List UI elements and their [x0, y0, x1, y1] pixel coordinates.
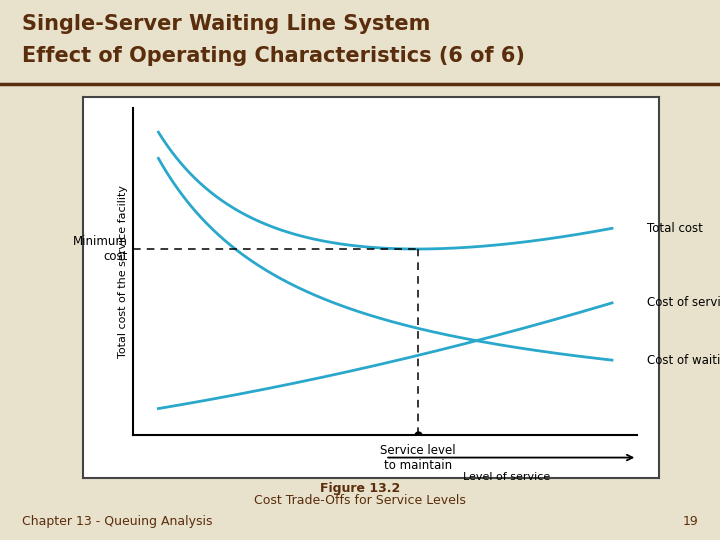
- Text: Level of service: Level of service: [462, 472, 550, 482]
- Text: Cost of waiting: Cost of waiting: [647, 354, 720, 367]
- Y-axis label: Total cost of the service facility: Total cost of the service facility: [117, 185, 127, 358]
- Text: Single-Server Waiting Line System: Single-Server Waiting Line System: [22, 14, 430, 33]
- Text: Chapter 13 - Queuing Analysis: Chapter 13 - Queuing Analysis: [22, 515, 212, 528]
- Text: Cost of service: Cost of service: [647, 296, 720, 309]
- Text: Service level
to maintain: Service level to maintain: [380, 443, 456, 471]
- Text: Total cost: Total cost: [647, 222, 703, 235]
- Text: 19: 19: [683, 515, 698, 528]
- Text: Effect of Operating Characteristics (6 of 6): Effect of Operating Characteristics (6 o…: [22, 46, 524, 66]
- Text: Minimum
cost: Minimum cost: [73, 235, 128, 263]
- Text: Cost Trade-Offs for Service Levels: Cost Trade-Offs for Service Levels: [254, 494, 466, 507]
- Text: Figure 13.2: Figure 13.2: [320, 482, 400, 495]
